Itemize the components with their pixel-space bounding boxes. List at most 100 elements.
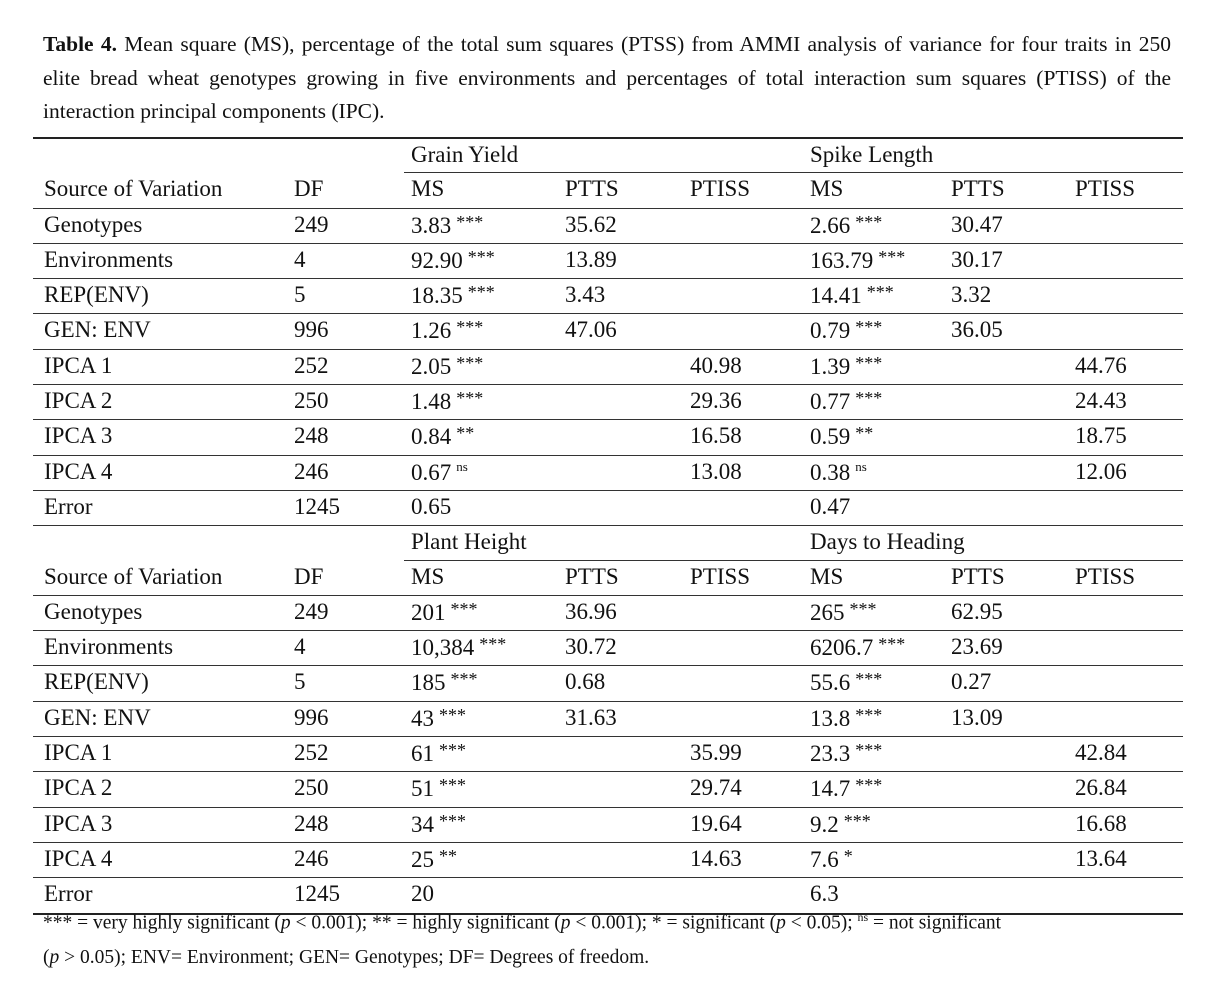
value-cell: 249 [294, 211, 329, 237]
table-row: Error 1245 0.65 0.47 [33, 491, 1183, 527]
ms-cell: 265 *** [810, 599, 877, 626]
significance-mark: *** [479, 634, 507, 655]
ms-value: 34 [411, 811, 434, 837]
source-cell: Genotypes [44, 211, 143, 237]
column-header: MS [810, 176, 844, 202]
significance-mark: *** [456, 211, 484, 232]
ms-value: 0.77 [810, 389, 851, 415]
value-cell: 3.43 [565, 282, 606, 308]
trait-header: Days to Heading [810, 529, 965, 555]
ms-cell: 51 *** [411, 775, 466, 802]
value-cell: 13.89 [565, 246, 617, 272]
value-cell: 1245 [294, 881, 340, 907]
ms-value: 92.90 [411, 247, 463, 273]
ms-cell: 25 ** [411, 846, 457, 873]
significance-mark: *** [855, 669, 883, 690]
significance-mark: *** [467, 246, 495, 267]
table-row: Environments 4 10,384 *** 30.72 6206.7 *** 23.6… [33, 631, 1183, 667]
source-cell: IPCA 2 [44, 775, 113, 801]
significance-mark: *** [439, 740, 466, 761]
ms-value: 0.38 [810, 459, 851, 485]
value-cell: 42.84 [1075, 740, 1127, 766]
source-cell: Error [44, 881, 93, 907]
value-cell: 246 [294, 845, 329, 871]
column-header: PTTS [951, 176, 1005, 202]
ms-cell: 13.8 *** [810, 705, 882, 732]
column-header: PTISS [1075, 563, 1136, 589]
value-cell: 3.32 [951, 282, 992, 308]
anova-table: Grain Yield Spike Length Source of Variati… [33, 137, 1183, 915]
value-cell: 250 [294, 388, 329, 414]
table-row: GEN: ENV 996 43 *** 31.63 13.8 *** 13.09 [33, 702, 1183, 738]
ms-value: 51 [411, 776, 434, 802]
table-row: Genotypes 249 201 *** 36.96 265 *** 62.95 [33, 596, 1183, 632]
source-cell: IPCA 3 [44, 810, 113, 836]
ms-value: 20 [411, 881, 434, 907]
ms-cell: 92.90 *** [411, 247, 495, 274]
value-cell: 0.27 [951, 669, 992, 695]
value-cell: 26.84 [1075, 775, 1127, 801]
ms-value: 43 [411, 705, 434, 731]
significance-mark: *** [439, 775, 466, 796]
ms-cell: 1.26 *** [411, 317, 483, 344]
significance-mark: ns [456, 458, 468, 474]
value-cell: 13.08 [690, 458, 742, 484]
value-cell: 36.05 [951, 317, 1003, 343]
ms-cell: 6206.7 *** [810, 634, 905, 661]
trait-header: Plant Height [411, 529, 527, 555]
ms-cell: 55.6 *** [810, 669, 882, 696]
significance-mark: *** [450, 669, 478, 690]
source-cell: IPCA 1 [44, 352, 113, 378]
significance-mark: *** [439, 704, 466, 725]
ms-cell: 2.05 *** [411, 353, 483, 380]
column-header: MS [411, 176, 445, 202]
value-cell: 44.76 [1075, 352, 1127, 378]
significance-mark: *** [456, 388, 484, 409]
ms-cell: 0.84 ** [411, 423, 474, 450]
significance-mark: * [843, 845, 853, 866]
ms-value: 13.8 [810, 705, 851, 731]
significance-mark: *** [855, 740, 883, 761]
ms-cell: 14.41 *** [810, 282, 894, 309]
ms-value: 0.47 [810, 493, 851, 519]
significance-mark: *** [439, 810, 466, 831]
table-row: IPCA 4 246 0.67 ns 13.08 0.38 ns 12.06 [33, 456, 1183, 491]
column-header: MS [411, 563, 445, 589]
significance-mark: *** [855, 704, 883, 725]
source-cell: Genotypes [44, 598, 143, 624]
ms-cell: 20 [411, 881, 434, 907]
column-header: PTTS [565, 176, 619, 202]
significance-mark: *** [855, 317, 883, 338]
table-row: Error 1245 20 6.3 [33, 878, 1183, 915]
value-cell: 30.47 [951, 211, 1003, 237]
value-cell: 4 [294, 634, 306, 660]
table-row: IPCA 2 250 51 *** 29.74 14.7 *** 26.84 [33, 772, 1183, 808]
value-cell: 252 [294, 740, 329, 766]
value-cell: 246 [294, 458, 329, 484]
value-cell: 14.63 [690, 845, 742, 871]
table-row: REP(ENV) 5 18.35 *** 3.43 14.41 *** 3.32 [33, 279, 1183, 315]
value-cell: 250 [294, 775, 329, 801]
value-cell: 24.43 [1075, 388, 1127, 414]
ms-cell: 2.66 *** [810, 212, 882, 239]
value-cell: 40.98 [690, 352, 742, 378]
value-cell: 29.74 [690, 775, 742, 801]
column-header-row: Source of Variation DF MS PTTS PTISS MS PTTS PT… [33, 173, 1183, 209]
significance-mark: *** [843, 810, 871, 831]
table-row: IPCA 2 250 1.48 *** 29.36 0.77 *** 24.43 [33, 385, 1183, 421]
trait-header: Grain Yield [411, 142, 519, 167]
value-cell: 47.06 [565, 317, 617, 343]
ms-value: 1.26 [411, 318, 452, 344]
source-cell: IPCA 3 [44, 423, 113, 449]
ms-cell: 0.47 [810, 494, 850, 520]
ms-cell: 0.59 ** [810, 423, 873, 450]
value-cell: 30.17 [951, 246, 1003, 272]
significance-mark: *** [878, 634, 906, 655]
value-cell: 30.72 [565, 634, 617, 660]
ms-value: 18.35 [411, 283, 463, 309]
ms-value: 163.79 [810, 247, 874, 273]
value-cell: 248 [294, 423, 329, 449]
source-cell: REP(ENV) [44, 669, 149, 695]
ms-value: 7.6 [810, 846, 839, 872]
source-cell: IPCA 2 [44, 388, 113, 414]
